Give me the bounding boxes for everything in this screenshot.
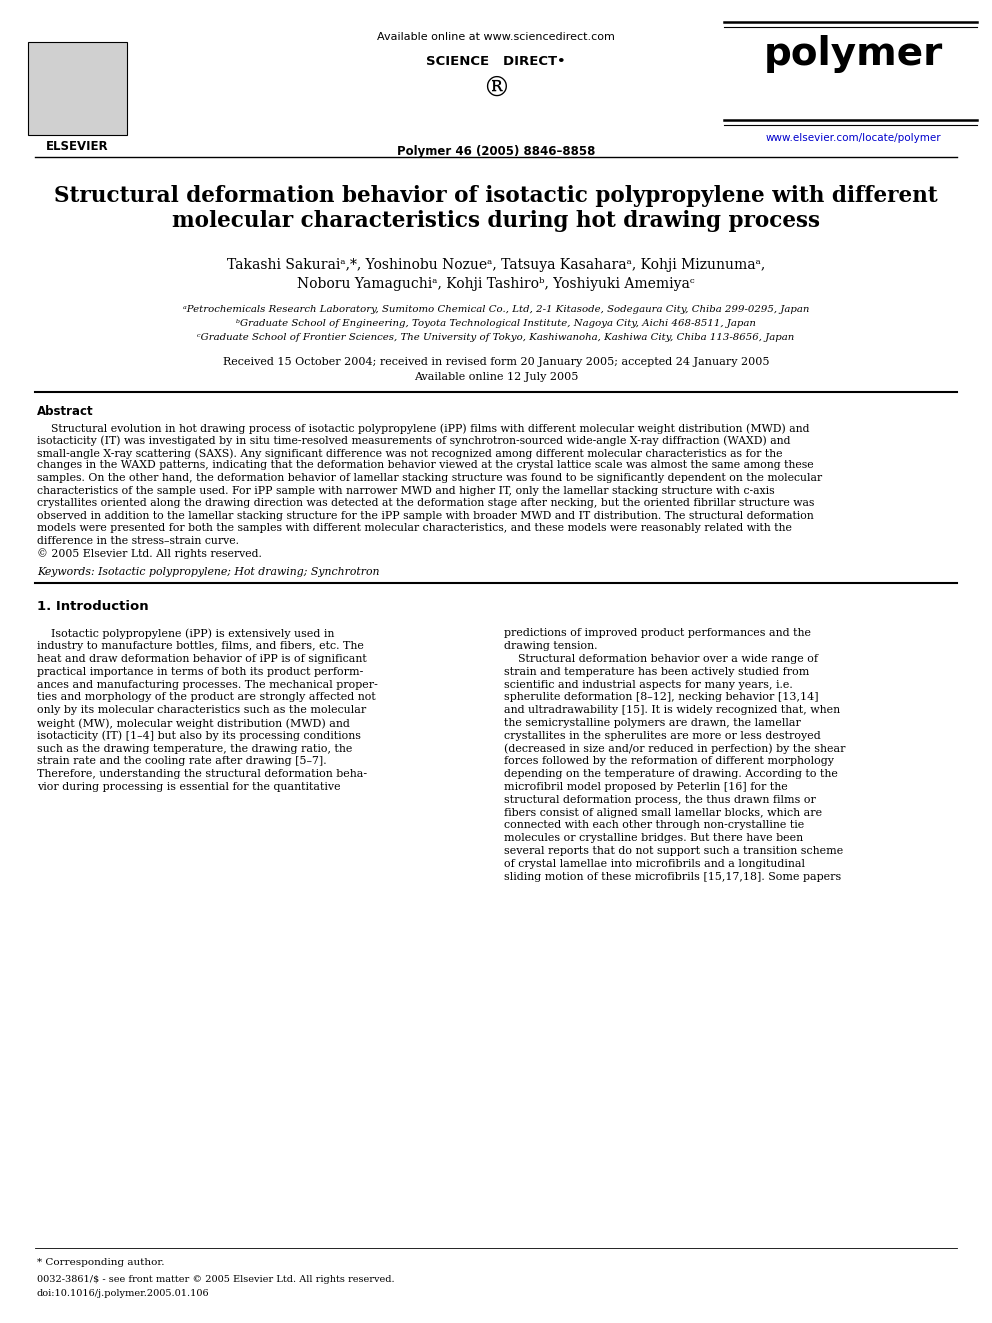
Text: molecular characteristics during hot drawing process: molecular characteristics during hot dra… [172, 210, 820, 232]
Text: ties and morphology of the product are strongly affected not: ties and morphology of the product are s… [37, 692, 375, 703]
Text: doi:10.1016/j.polymer.2005.01.106: doi:10.1016/j.polymer.2005.01.106 [37, 1289, 209, 1298]
Text: SCIENCE   DIRECT•: SCIENCE DIRECT• [427, 56, 565, 67]
Text: ᵇGraduate School of Engineering, Toyota Technological Institute, Nagoya City, Ai: ᵇGraduate School of Engineering, Toyota … [236, 319, 756, 328]
Text: polymer: polymer [764, 34, 942, 73]
Text: characteristics of the sample used. For iPP sample with narrower MWD and higher : characteristics of the sample used. For … [37, 486, 775, 496]
Text: Polymer 46 (2005) 8846–8858: Polymer 46 (2005) 8846–8858 [397, 146, 595, 157]
Text: ᵃPetrochemicals Research Laboratory, Sumitomo Chemical Co., Ltd, 2-1 Kitasode, S: ᵃPetrochemicals Research Laboratory, Sum… [183, 306, 809, 314]
Text: Therefore, understanding the structural deformation beha-: Therefore, understanding the structural … [37, 769, 367, 779]
Text: Available online 12 July 2005: Available online 12 July 2005 [414, 372, 578, 382]
Text: Isotactic polypropylene (iPP) is extensively used in: Isotactic polypropylene (iPP) is extensi… [37, 628, 334, 639]
Text: fibers consist of aligned small lamellar blocks, which are: fibers consist of aligned small lamellar… [504, 808, 822, 818]
Text: the semicrystalline polymers are drawn, the lamellar: the semicrystalline polymers are drawn, … [504, 718, 801, 728]
Text: Noboru Yamaguchiᵃ, Kohji Tashiroᵇ, Yoshiyuki Amemiyaᶜ: Noboru Yamaguchiᵃ, Kohji Tashiroᵇ, Yoshi… [298, 277, 694, 291]
Text: 0032-3861/$ - see front matter © 2005 Elsevier Ltd. All rights reserved.: 0032-3861/$ - see front matter © 2005 El… [37, 1275, 395, 1285]
Text: vior during processing is essential for the quantitative: vior during processing is essential for … [37, 782, 340, 792]
FancyBboxPatch shape [28, 42, 127, 135]
Text: ELSEVIER: ELSEVIER [46, 140, 109, 153]
Text: Structural evolution in hot drawing process of isotactic polypropylene (iPP) fil: Structural evolution in hot drawing proc… [37, 423, 809, 434]
Text: Available online at www.sciencedirect.com: Available online at www.sciencedirect.co… [377, 32, 615, 42]
Text: weight (MW), molecular weight distribution (MWD) and: weight (MW), molecular weight distributi… [37, 718, 349, 729]
Text: (decreased in size and/or reduced in perfection) by the shear: (decreased in size and/or reduced in per… [504, 744, 845, 754]
Text: 1. Introduction: 1. Introduction [37, 601, 149, 614]
Text: isotacticity (IT) [1–4] but also by its processing conditions: isotacticity (IT) [1–4] but also by its … [37, 730, 361, 741]
Text: industry to manufacture bottles, films, and fibers, etc. The: industry to manufacture bottles, films, … [37, 642, 364, 651]
Text: small-angle X-ray scattering (SAXS). Any significant difference was not recogniz: small-angle X-ray scattering (SAXS). Any… [37, 448, 783, 459]
Text: practical importance in terms of both its product perform-: practical importance in terms of both it… [37, 667, 363, 677]
Text: changes in the WAXD patterns, indicating that the deformation behavior viewed at: changes in the WAXD patterns, indicating… [37, 460, 813, 471]
Text: strain and temperature has been actively studied from: strain and temperature has been actively… [504, 667, 809, 677]
Text: Takashi Sakuraiᵃ,*, Yoshinobu Nozueᵃ, Tatsuya Kasaharaᵃ, Kohji Mizunumaᵃ,: Takashi Sakuraiᵃ,*, Yoshinobu Nozueᵃ, Ta… [227, 258, 765, 273]
Text: observed in addition to the lamellar stacking structure for the iPP sample with : observed in addition to the lamellar sta… [37, 511, 813, 520]
Text: isotacticity (IT) was investigated by in situ time-resolved measurements of sync: isotacticity (IT) was investigated by in… [37, 435, 791, 446]
Text: of crystal lamellae into microfibrils and a longitudinal: of crystal lamellae into microfibrils an… [504, 859, 805, 869]
Text: Received 15 October 2004; received in revised form 20 January 2005; accepted 24 : Received 15 October 2004; received in re… [223, 357, 769, 366]
Text: ᶜGraduate School of Frontier Sciences, The University of Tokyo, Kashiwanoha, Kas: ᶜGraduate School of Frontier Sciences, T… [197, 333, 795, 343]
Text: molecules or crystalline bridges. But there have been: molecules or crystalline bridges. But th… [504, 833, 804, 843]
Text: spherulite deformation [8–12], necking behavior [13,14]: spherulite deformation [8–12], necking b… [504, 692, 818, 703]
Text: Keywords: Isotactic polypropylene; Hot drawing; Synchrotron: Keywords: Isotactic polypropylene; Hot d… [37, 566, 379, 577]
Text: connected with each other through non-crystalline tie: connected with each other through non-cr… [504, 820, 805, 831]
Text: microfibril model proposed by Peterlin [16] for the: microfibril model proposed by Peterlin [… [504, 782, 788, 792]
Text: sliding motion of these microfibrils [15,17,18]. Some papers: sliding motion of these microfibrils [15… [504, 872, 841, 881]
Text: forces followed by the reformation of different morphology: forces followed by the reformation of di… [504, 757, 834, 766]
Text: strain rate and the cooling rate after drawing [5–7].: strain rate and the cooling rate after d… [37, 757, 326, 766]
Text: difference in the stress–strain curve.: difference in the stress–strain curve. [37, 536, 239, 545]
Text: * Corresponding author.: * Corresponding author. [37, 1258, 165, 1267]
Text: structural deformation process, the thus drawn films or: structural deformation process, the thus… [504, 795, 815, 804]
Text: depending on the temperature of drawing. According to the: depending on the temperature of drawing.… [504, 769, 838, 779]
Text: several reports that do not support such a transition scheme: several reports that do not support such… [504, 847, 843, 856]
Text: drawing tension.: drawing tension. [504, 642, 597, 651]
Text: and ultradrawability [15]. It is widely recognized that, when: and ultradrawability [15]. It is widely … [504, 705, 840, 716]
Text: crystallites in the spherulites are more or less destroyed: crystallites in the spherulites are more… [504, 730, 820, 741]
Text: Abstract: Abstract [37, 405, 93, 418]
Text: only by its molecular characteristics such as the molecular: only by its molecular characteristics su… [37, 705, 366, 716]
Text: Structural deformation behavior over a wide range of: Structural deformation behavior over a w… [504, 654, 818, 664]
Text: www.elsevier.com/locate/polymer: www.elsevier.com/locate/polymer [765, 134, 941, 143]
Text: scientific and industrial aspects for many years, i.e.: scientific and industrial aspects for ma… [504, 680, 793, 689]
Text: predictions of improved product performances and the: predictions of improved product performa… [504, 628, 810, 639]
Text: Structural deformation behavior of isotactic polypropylene with different: Structural deformation behavior of isota… [55, 185, 937, 206]
Text: ®: ® [482, 75, 510, 102]
Text: ances and manufacturing processes. The mechanical proper-: ances and manufacturing processes. The m… [37, 680, 378, 689]
Text: © 2005 Elsevier Ltd. All rights reserved.: © 2005 Elsevier Ltd. All rights reserved… [37, 548, 262, 558]
Text: such as the drawing temperature, the drawing ratio, the: such as the drawing temperature, the dra… [37, 744, 352, 754]
Text: heat and draw deformation behavior of iPP is of significant: heat and draw deformation behavior of iP… [37, 654, 366, 664]
Text: crystallites oriented along the drawing direction was detected at the deformatio: crystallites oriented along the drawing … [37, 497, 814, 508]
Text: samples. On the other hand, the deformation behavior of lamellar stacking struct: samples. On the other hand, the deformat… [37, 474, 821, 483]
Text: models were presented for both the samples with different molecular characterist: models were presented for both the sampl… [37, 523, 792, 533]
